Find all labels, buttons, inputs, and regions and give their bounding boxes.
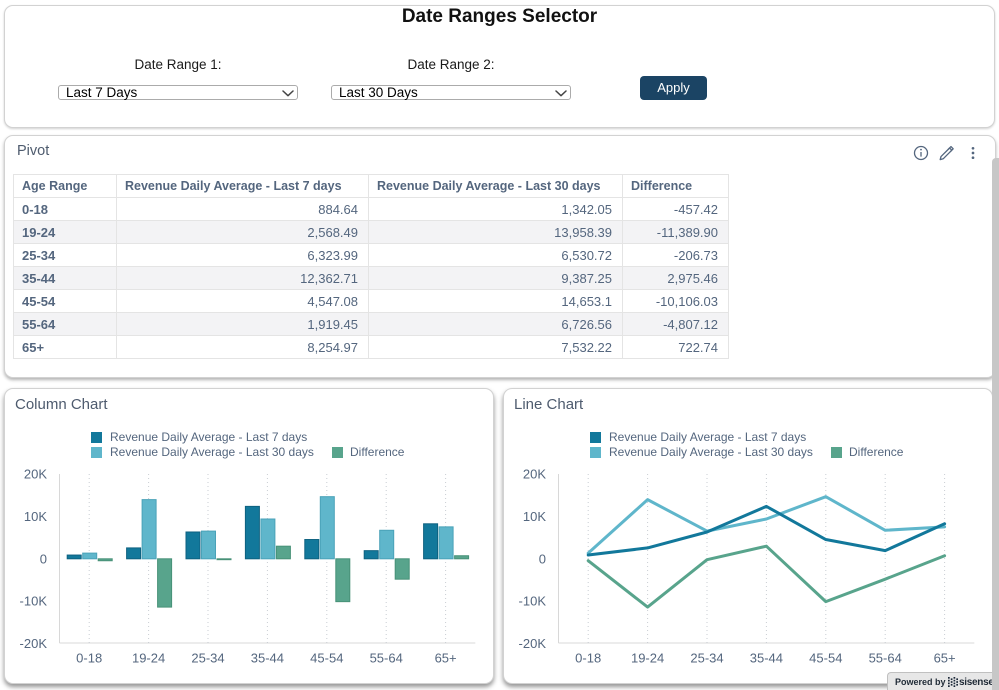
svg-text:0: 0 — [40, 551, 47, 566]
svg-text:19-24: 19-24 — [132, 651, 165, 666]
svg-text:35-44: 35-44 — [750, 651, 783, 666]
svg-text:55-64: 55-64 — [370, 651, 403, 666]
svg-text:-10K: -10K — [519, 594, 547, 609]
svg-text:10K: 10K — [523, 509, 546, 524]
svg-text:20K: 20K — [523, 467, 546, 482]
svg-text:19-24: 19-24 — [631, 651, 664, 666]
svg-text:65+: 65+ — [934, 651, 956, 666]
svg-text:-10K: -10K — [20, 594, 48, 609]
svg-text:45-54: 45-54 — [809, 651, 842, 666]
svg-text:0: 0 — [539, 551, 546, 566]
svg-text:35-44: 35-44 — [251, 651, 284, 666]
svg-text:10K: 10K — [24, 509, 47, 524]
svg-text:45-54: 45-54 — [310, 651, 343, 666]
svg-text:-20K: -20K — [519, 636, 547, 651]
svg-text:0-18: 0-18 — [76, 651, 102, 666]
svg-text:65+: 65+ — [435, 651, 457, 666]
svg-text:25-34: 25-34 — [191, 651, 224, 666]
svg-text:55-64: 55-64 — [869, 651, 902, 666]
svg-text:0-18: 0-18 — [575, 651, 601, 666]
svg-text:25-34: 25-34 — [690, 651, 723, 666]
svg-text:20K: 20K — [24, 467, 47, 482]
svg-text:-20K: -20K — [20, 636, 48, 651]
